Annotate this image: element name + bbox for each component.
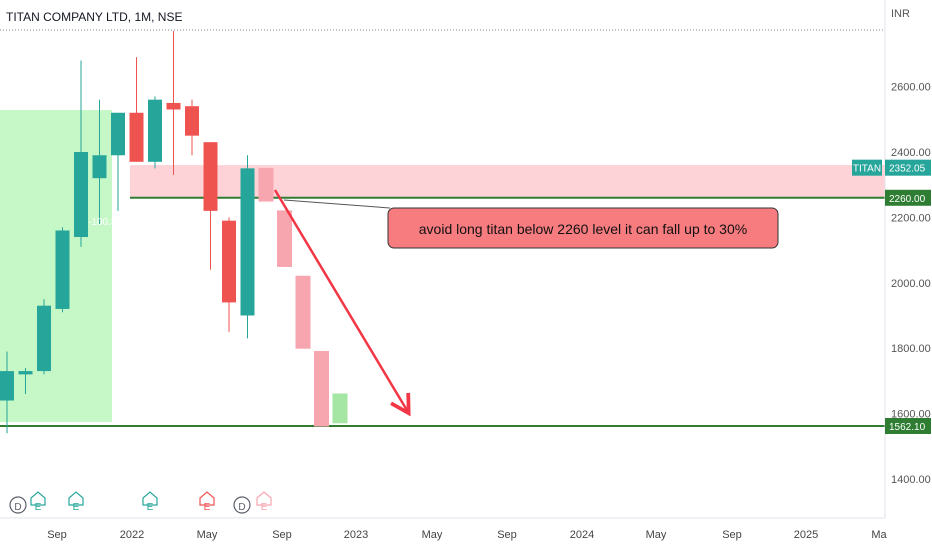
x-tick-label: May (646, 529, 667, 541)
candle (37, 305, 51, 372)
event-marker-label: D (238, 502, 245, 513)
bar-label: -100.3 (88, 217, 117, 228)
level-tag-target (885, 417, 931, 434)
last-price-symbol-tag (852, 159, 882, 176)
event-marker[interactable]: D (233, 496, 251, 514)
last-price-symbol: TITAN (853, 164, 881, 175)
y-tick-label: 2000.00 (891, 278, 931, 290)
x-tick-label: Sep (47, 529, 67, 541)
event-marker-label: E (73, 502, 80, 513)
earnings-marker-shape (142, 491, 158, 506)
candle (92, 155, 107, 179)
projection-candle (332, 393, 348, 424)
projection-candle (314, 350, 329, 427)
candle (129, 112, 144, 162)
event-marker[interactable]: D (9, 496, 27, 514)
y-tick-label: 1800.00 (891, 343, 931, 355)
last-price-tag (885, 159, 931, 176)
y-tick-label: 1600.00 (891, 409, 931, 421)
level-tag-support (885, 189, 931, 206)
earnings-marker-shape (30, 491, 46, 506)
dividend-marker-shape (9, 496, 27, 514)
x-tick-label: 2023 (344, 529, 368, 541)
x-tick-label: Sep (272, 529, 292, 541)
candle (148, 99, 162, 162)
last-price-value: 2352.05 (889, 164, 926, 175)
y-tick-label: 1400.00 (891, 474, 931, 486)
resistance-zone (130, 165, 885, 198)
callout-text: avoid long titan below 2260 level it can… (419, 221, 747, 237)
candle (166, 102, 181, 110)
candle (0, 371, 14, 401)
event-marker[interactable]: E (256, 491, 272, 513)
candle (222, 220, 236, 303)
event-marker[interactable]: E (30, 491, 46, 513)
candle (203, 142, 218, 211)
x-tick-label: Sep (722, 529, 742, 541)
candle (185, 106, 199, 136)
projection-candle (258, 167, 274, 202)
event-marker[interactable]: E (68, 491, 84, 513)
event-marker-label: D (14, 502, 21, 513)
event-marker-label: E (204, 502, 211, 513)
projection-candle (295, 275, 311, 349)
x-tick-label: 2025 (794, 529, 818, 541)
projection-arrow (273, 189, 411, 417)
candle (240, 168, 255, 316)
event-marker[interactable]: E (199, 491, 215, 513)
candle (74, 152, 88, 238)
event-marker-label: E (147, 502, 154, 513)
x-tick-label: Sep (497, 529, 517, 541)
earnings-marker-shape (68, 491, 84, 506)
x-tick-label: 2022 (120, 529, 144, 541)
x-tick-label: May (422, 529, 443, 541)
event-marker-label: E (261, 502, 268, 513)
event-marker-label: E (35, 502, 42, 513)
candle (111, 112, 125, 156)
earnings-marker-shape (199, 491, 215, 506)
candle (55, 230, 70, 309)
y-tick-label: 2400.00 (891, 147, 931, 159)
y-tick-label: 2200.00 (891, 212, 931, 224)
currency-label: INR (891, 8, 910, 20)
level-tag-value: 1562.10 (889, 422, 926, 433)
chart-title: TITAN COMPANY LTD, 1M, NSE (6, 10, 183, 24)
y-tick-label: 2600.00 (891, 82, 931, 94)
event-marker[interactable]: E (142, 491, 158, 513)
x-tick-label: 2024 (570, 529, 594, 541)
level-tag-value: 2260.00 (889, 194, 926, 205)
callout-pointer (283, 199, 391, 209)
earnings-marker-shape (256, 491, 272, 506)
dividend-marker-shape (233, 496, 251, 514)
projection-candle (277, 210, 292, 267)
x-tick-label: Ma (871, 529, 887, 541)
candle (18, 371, 33, 375)
callout-box (387, 207, 779, 249)
x-tick-label: May (197, 529, 218, 541)
